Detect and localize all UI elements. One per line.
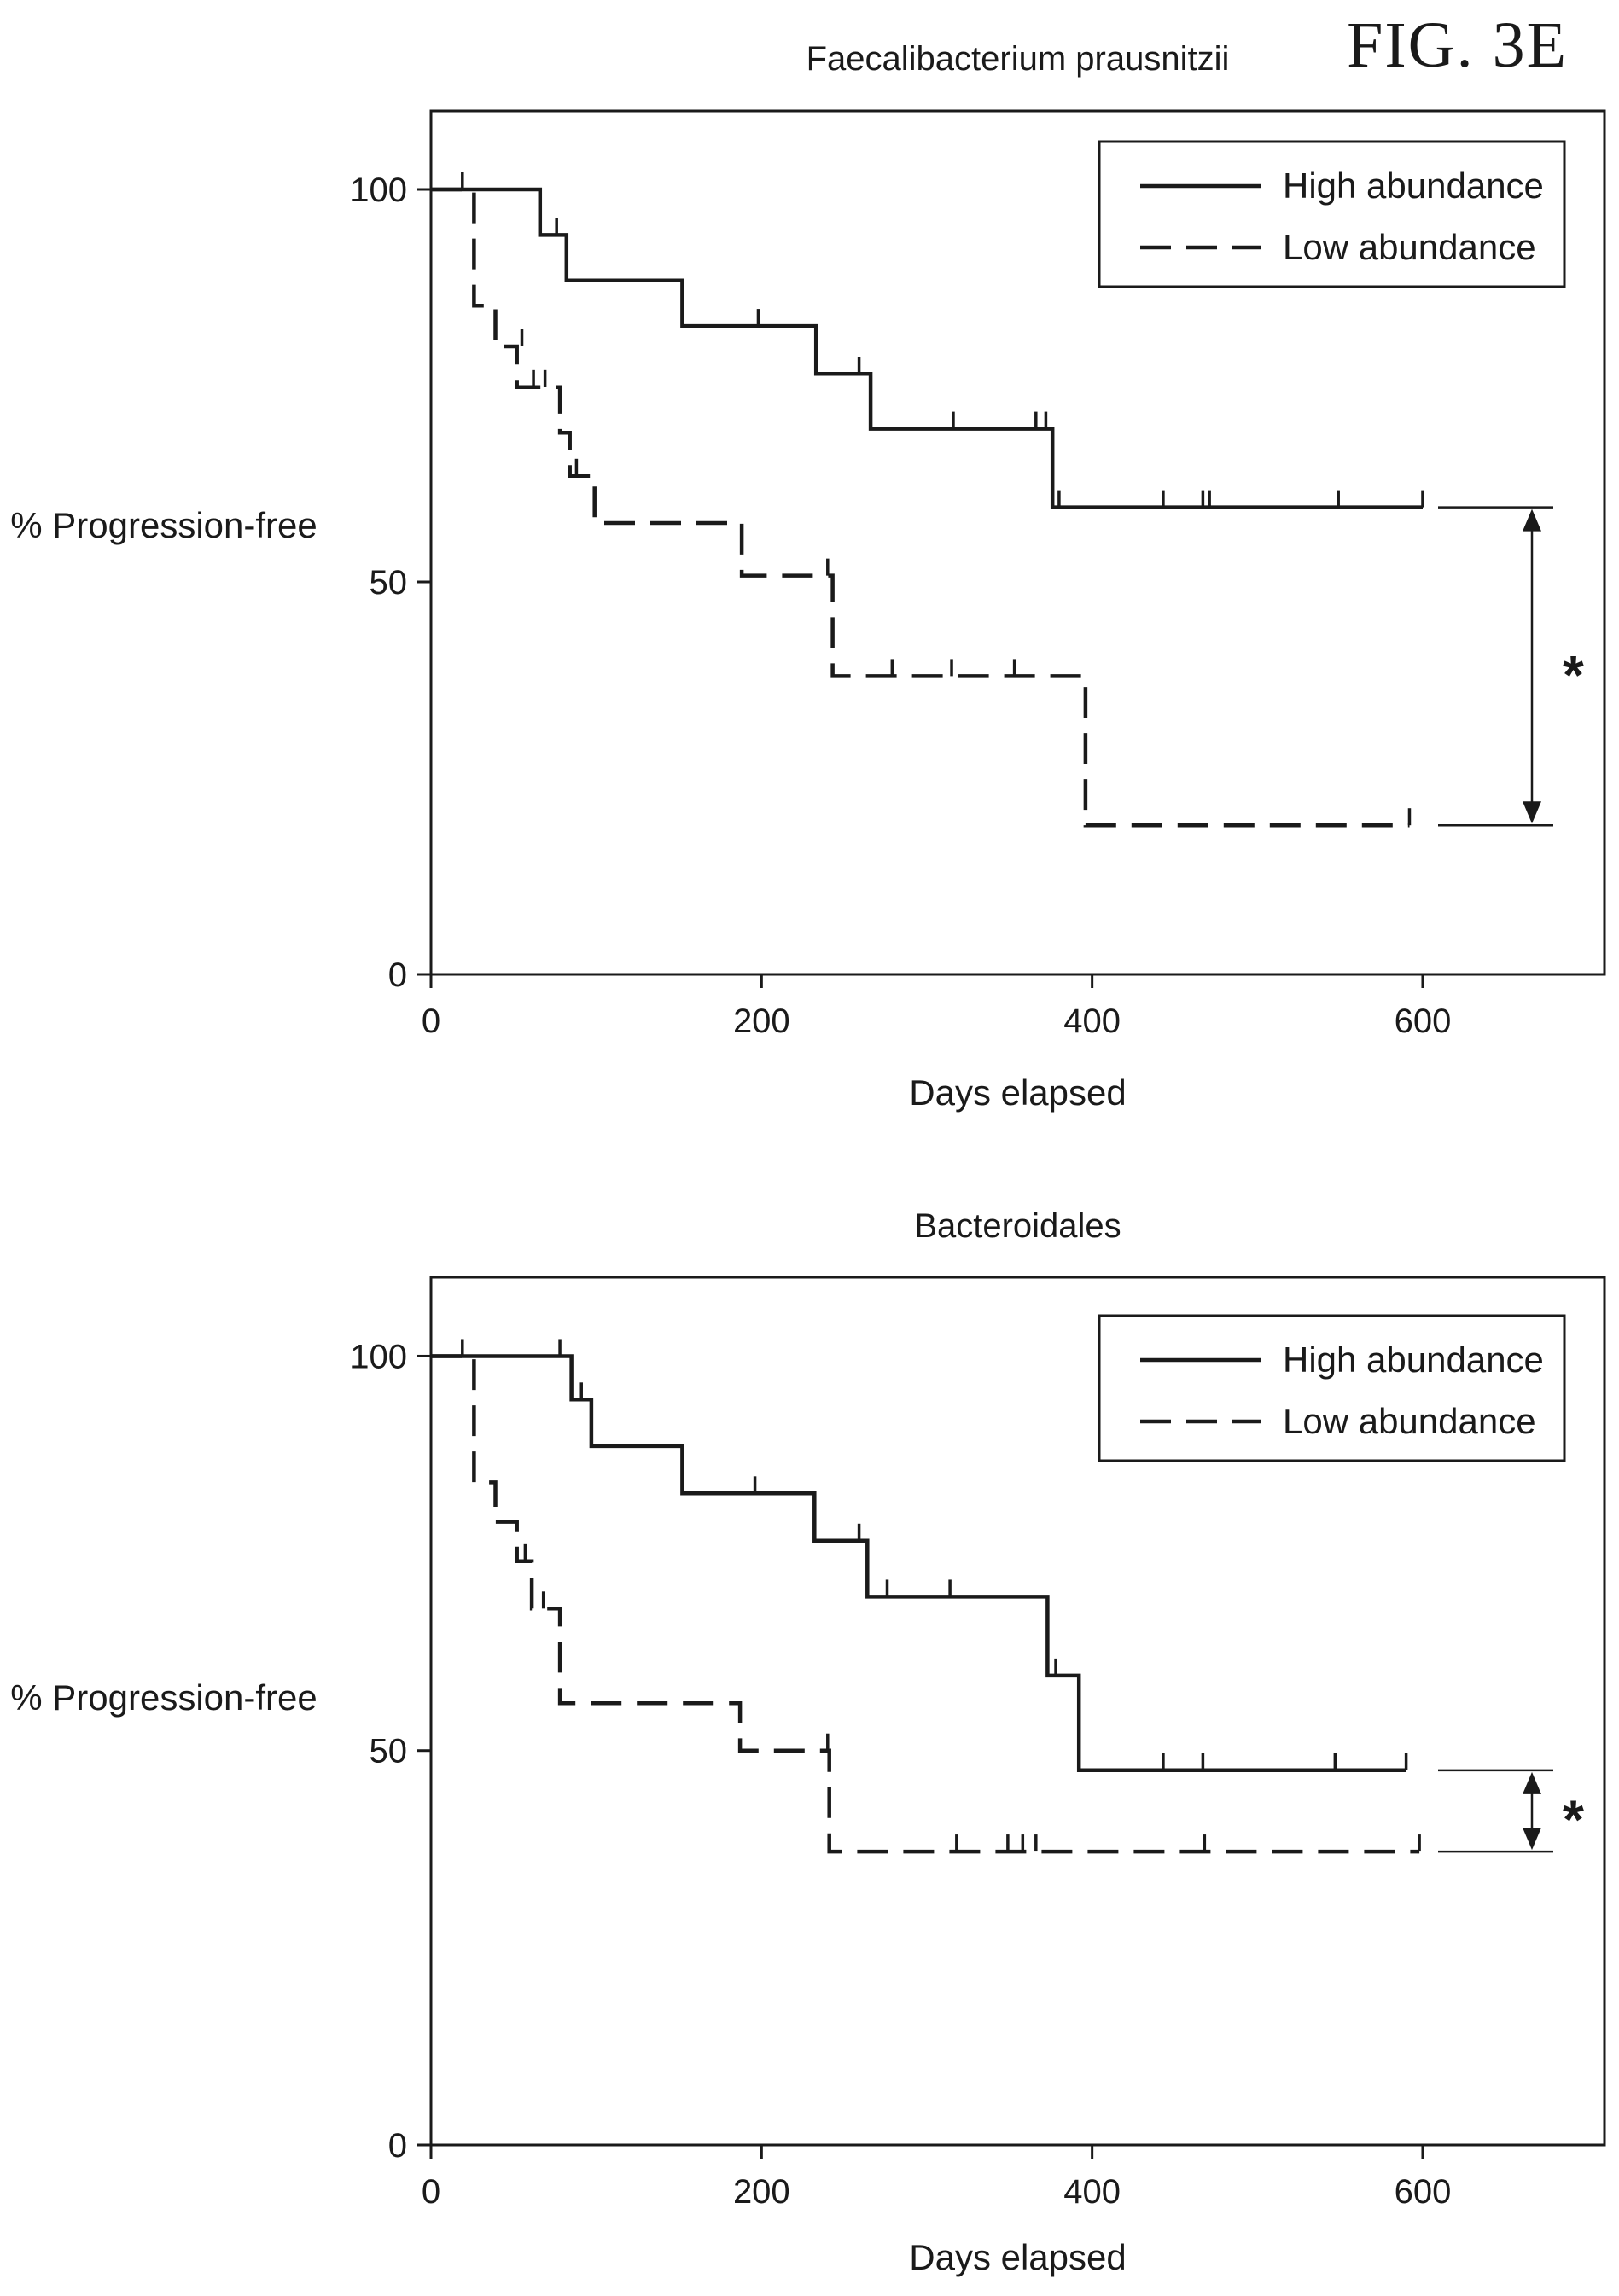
plot-frame [429, 1276, 1606, 2147]
series-line-low-abundance [431, 1354, 1420, 1854]
legend-label-low: Low abundance [1283, 1401, 1536, 1441]
x-tick-label: 600 [1395, 2173, 1452, 2211]
figure-label: FIG. 3E [1347, 9, 1568, 81]
significance-marker: * [1563, 644, 1584, 706]
x-tick-label: 600 [1395, 1003, 1452, 1040]
y-tick-label: 0 [388, 2127, 407, 2165]
series-line-low-abundance [431, 187, 1410, 828]
bracket-arrowhead-down [1523, 1828, 1541, 1851]
x-tick-label: 0 [422, 1003, 440, 1040]
y-axis-label: % Progression-free [10, 505, 317, 545]
legend-box [1098, 1314, 1566, 1462]
x-axis-label: Days elapsed [909, 1072, 1126, 1113]
x-tick-label: 400 [1063, 2173, 1121, 2211]
chart-bacteroidales: Bacteroidales 0 200 400 600 0 50 100 Days elapse… [10, 1207, 1606, 2277]
legend-label-low: Low abundance [1283, 227, 1536, 267]
significance-marker: * [1563, 1788, 1584, 1850]
legend: High abundance Low abundance [1098, 1314, 1566, 1462]
y-tick-label: 50 [370, 1733, 408, 1770]
y-tick-label: 0 [388, 956, 407, 994]
plot-frame [429, 109, 1606, 976]
x-tick-label: 200 [733, 2173, 790, 2211]
x-tick-label: 0 [422, 2173, 440, 2211]
y-tick-label: 100 [350, 1338, 407, 1375]
chart-title: Faecalibacterium prausnitzii [807, 40, 1230, 78]
legend-label-high: High abundance [1283, 1340, 1544, 1380]
series-line-high-abundance [431, 187, 1423, 509]
x-tick-label: 400 [1063, 1003, 1121, 1040]
chart-title: Bacteroidales [914, 1207, 1121, 1245]
y-tick-label: 100 [350, 171, 407, 209]
y-tick-label: 50 [370, 564, 408, 602]
legend: High abundance Low abundance [1098, 140, 1566, 288]
chart-faecalibacterium: Faecalibacterium prausnitzii 0 200 400 600 0 5… [10, 40, 1606, 1113]
x-axis-label: Days elapsed [909, 2237, 1126, 2277]
bracket-arrowhead-down [1523, 801, 1541, 824]
legend-box [1098, 140, 1566, 288]
legend-label-high: High abundance [1283, 166, 1544, 206]
bracket-arrowhead-up [1523, 509, 1541, 532]
y-axis-label: % Progression-free [10, 1677, 317, 1718]
bracket-arrowhead-up [1523, 1771, 1541, 1794]
x-tick-label: 200 [733, 1003, 790, 1040]
